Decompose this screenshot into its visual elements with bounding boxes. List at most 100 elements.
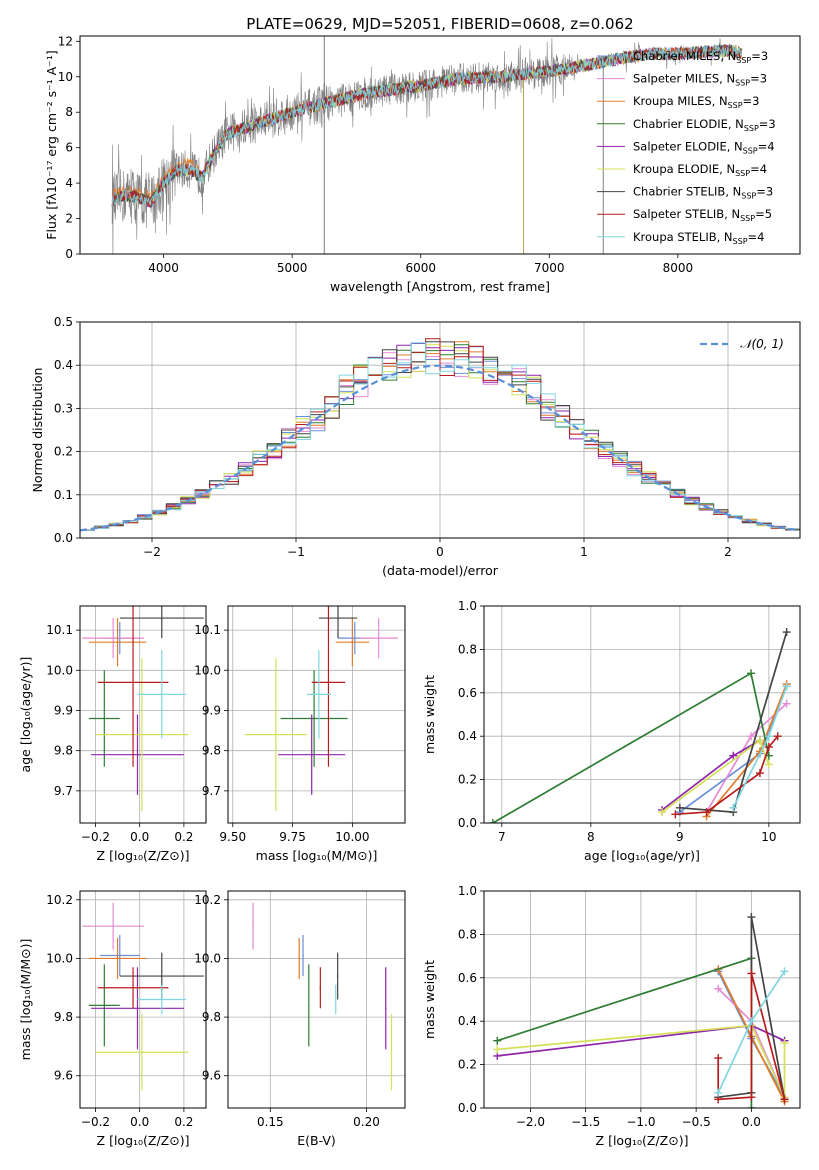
age-vs-z-plot-area: [80, 606, 206, 823]
weight-vs-age-marker-salpeter_stelib: [755, 769, 764, 778]
age-vs-mass-xtick-label: 10.00: [335, 830, 369, 844]
weight-vs-z-xtick-label: 0.0: [742, 1115, 761, 1129]
weight-vs-age-marker-salpeter_stelib: [764, 743, 773, 752]
weight-vs-z-marker-kroupa_stelib: [714, 1088, 723, 1097]
spectrum-xlabel: wavelength [Angstrom, rest frame]: [330, 279, 550, 294]
age-vs-mass-point-chabrier_miles: [353, 637, 356, 639]
residuals-frame: [79, 321, 801, 539]
mass-vs-z-xtick-label: 0.2: [174, 1115, 193, 1129]
residuals-hist-salpeter_stelib: [80, 338, 800, 531]
weight-vs-age-marker-kroupa_elodie: [764, 760, 773, 769]
weight-vs-z-marker-kroupa_elodie: [493, 1045, 502, 1054]
weight-vs-age-marker-chabrier_elodie: [747, 669, 756, 678]
age-vs-mass-point-chabrier_stelib: [337, 617, 339, 619]
mass-vs-z-xtick-label: 0.0: [130, 1115, 149, 1129]
mass-vs-ebv-panel: 0.15 0.20 9.6 9.8 10.0 10.2 E(B-V): [194, 890, 406, 1148]
mass-vs-ebv-xlabel: E(B-V): [297, 1133, 336, 1148]
spectrum-frame: [79, 35, 801, 255]
age-vs-mass-xlabel: mass [log₁₀(M/M⊙)]: [256, 848, 378, 863]
age-vs-mass-frame: [227, 605, 406, 824]
age-vs-mass-ytick-label: 9.8: [202, 744, 221, 758]
residuals-panel: −2 −1 0 1 2 0.0 0.1 0.2 0.3 0.4 0.5 (data-model)/er…: [30, 315, 801, 578]
weight-vs-age-xtick-label: 9: [676, 830, 684, 844]
age-vs-z-point-chabrier_stelib: [160, 617, 163, 619]
residuals-ytick-label: 0.1: [54, 488, 73, 502]
weight-vs-z-marker-kroupa_elodie: [780, 1038, 789, 1047]
weight-vs-age-ylabel: mass weight: [422, 675, 437, 754]
weight-vs-z-marker-chabrier_elodie: [747, 1104, 756, 1108]
residuals-ylabel: Normed distribution: [30, 368, 45, 493]
mass-vs-z-point-salpeter_stelib: [132, 986, 134, 989]
spectrum-ytick-label: 0: [65, 247, 73, 261]
spectrum-legend-label: Chabrier STELIB, NSSP=3: [633, 185, 773, 201]
weight-vs-age-plot-area: [484, 606, 800, 823]
residuals-plot-area: [80, 322, 800, 538]
weight-vs-z-plot-area: [484, 891, 800, 1108]
age-vs-z-ytick-label: 9.9: [54, 703, 73, 717]
age-vs-z-point-kroupa_miles: [116, 641, 119, 643]
mass-vs-z-xtick-label: −0.2: [81, 1115, 110, 1129]
age-vs-z-xlabel: Z [log₁₀(Z/Z⊙)]: [97, 848, 190, 863]
mass-vs-z-xlabel: Z [log₁₀(Z/Z⊙)]: [97, 1133, 190, 1148]
residuals-ytick-label: 0.4: [54, 358, 73, 372]
residuals-ytick-label: 0.3: [54, 401, 73, 415]
mass-vs-z-point-chabrier_stelib: [160, 975, 163, 977]
weight-vs-z-ytick-label: 0.4: [458, 1014, 477, 1028]
weight-vs-z-series-kroupa_elodie: [497, 1024, 786, 1098]
age-vs-z-xtick-label: 0.0: [130, 830, 149, 844]
weight-vs-z-xtick-label: −1.5: [571, 1115, 600, 1129]
age-vs-mass-point-salpeter_miles: [377, 637, 380, 639]
weight-vs-z-ylabel: mass weight: [422, 960, 437, 1039]
spectrum-xtick-label: 5000: [277, 261, 308, 275]
mass-vs-z-frame: [79, 890, 207, 1109]
mass-vs-ebv-point-kroupa_miles: [298, 957, 300, 960]
spectrum-legend-label: Salpeter MILES, NSSP=3: [633, 72, 767, 88]
weight-vs-age-panel: 7 8 9 10 0.0 0.2 0.4 0.6 0.8 1.0 age [log₁₀(age/yr…: [422, 599, 801, 863]
mass-vs-z-point-chabrier_elodie: [103, 1004, 106, 1007]
weight-vs-z-xtick-label: −1.0: [626, 1115, 655, 1129]
weight-vs-age-marker-kroupa_stelib: [764, 732, 773, 741]
weight-vs-age-marker-salpeter_miles: [782, 699, 791, 708]
weight-vs-age-ytick-label: 0.4: [458, 729, 477, 743]
mass-vs-z-ylabel: mass [log₁₀(M/M⊙)]: [18, 939, 33, 1061]
mass-vs-ebv-ytick-label: 10.0: [194, 951, 221, 965]
weight-vs-z-marker-salpeter_stelib: [747, 1093, 756, 1102]
spectrum-legend-label: Salpeter STELIB, NSSP=5: [633, 207, 772, 223]
mass-vs-ebv-frame: [227, 890, 406, 1109]
age-vs-z-ylabel: age [log₁₀(age/yr)]: [18, 657, 33, 773]
weight-vs-z-series-chabrier_elodie: [497, 957, 753, 1108]
age-vs-z-point-salpeter_elodie: [136, 753, 139, 756]
mass-vs-ebv-xtick-label: 0.20: [353, 1115, 380, 1129]
mass-vs-z-point-kroupa_stelib: [160, 998, 163, 1001]
weight-vs-z-panel: −2.0 −1.5 −1.0 −0.5 0.0 0.0 0.2 0.4 0.6 0.8 1.0 Z […: [422, 884, 801, 1148]
mass-vs-z-panel: −0.2 0.0 0.2 9.6 9.8 10.0 10.2 Z [log₁₀(Z/Z⊙)] m…: [18, 890, 207, 1148]
weight-vs-z-ytick-label: 0.2: [458, 1058, 477, 1072]
residuals-xtick-label: −1: [287, 545, 305, 559]
spectrum-legend-label: Kroupa STELIB, NSSP=4: [633, 230, 764, 246]
mass-vs-z-ytick-label: 9.6: [54, 1069, 73, 1083]
weight-vs-age-marker-salpeter_stelib: [702, 808, 711, 817]
spectrum-legend-label: Salpeter ELODIE, NSSP=4: [633, 139, 775, 155]
weight-vs-z-xtick-label: −0.5: [682, 1115, 711, 1129]
spectrum-legend-label: Chabrier ELODIE, NSSP=3: [633, 117, 776, 133]
residuals-gaussian-line: [80, 364, 798, 532]
mass-vs-ebv-point-salpeter_miles: [252, 925, 254, 927]
spectrum-xtick-label: 4000: [148, 261, 179, 275]
mass-vs-ebv-point-kroupa_elodie: [390, 1051, 393, 1054]
age-vs-z-ytick-label: 9.8: [54, 744, 73, 758]
weight-vs-z-xtick-label: −2.0: [516, 1115, 545, 1129]
residuals-ytick-label: 0.5: [54, 315, 73, 329]
plots-container: 4000 5000 6000 7000 8000024681012wavelength …: [18, 34, 801, 1148]
mass-vs-z-plot-area: [80, 891, 206, 1108]
age-vs-mass-ytick-label: 9.7: [202, 784, 221, 798]
residuals-xtick-label: 0: [436, 545, 444, 559]
mass-vs-z-ytick-label: 10.2: [46, 893, 73, 907]
weight-vs-age-xlabel: age [log₁₀(age/yr)]: [584, 848, 700, 863]
spectrum-legend-label: Chabrier MILES, NSSP=3: [633, 49, 768, 65]
age-vs-z-xtick-label: 0.2: [174, 830, 193, 844]
mass-vs-z-ytick-label: 9.8: [54, 1010, 73, 1024]
age-vs-z-point-salpeter_stelib: [132, 681, 134, 684]
age-vs-z-ytick-label: 10.0: [46, 663, 73, 677]
age-vs-mass-panel: 9.50 9.75 10.00 9.7 9.8 9.9 10.0 10.1 mass [log₁…: [194, 605, 406, 863]
weight-vs-age-ytick-label: 0.2: [458, 773, 477, 787]
